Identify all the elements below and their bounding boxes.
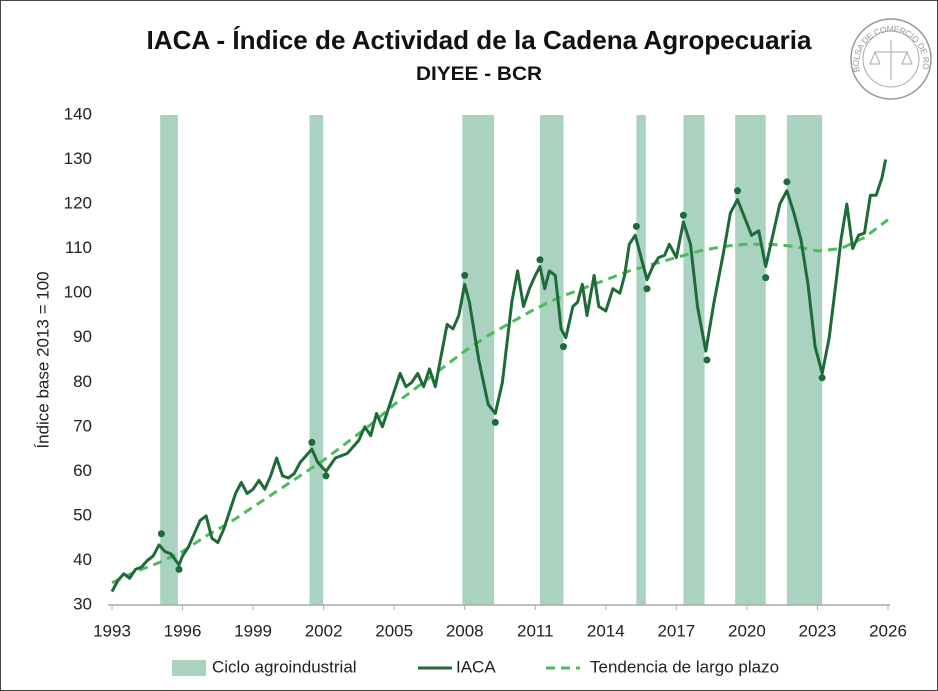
- turning-point: [818, 374, 826, 382]
- y-tick-label: 130: [64, 149, 92, 168]
- turning-point: [559, 343, 567, 351]
- chart-title: IACA - Índice de Actividad de la Cadena …: [147, 25, 813, 55]
- x-tick-label: 2017: [657, 621, 695, 640]
- cycle-band: [160, 115, 178, 605]
- logo-ring: [850, 18, 932, 100]
- logo-scale: [869, 40, 913, 80]
- x-tick-label: 1999: [234, 621, 272, 640]
- turning-point: [536, 256, 544, 264]
- x-tick-label: 2011: [517, 621, 554, 640]
- y-tick-label: 70: [73, 416, 92, 435]
- turning-point: [461, 271, 469, 279]
- turning-point: [632, 222, 640, 230]
- turning-point: [783, 178, 791, 186]
- turning-point: [157, 530, 165, 538]
- y-tick-label: 60: [73, 461, 92, 480]
- turning-point: [762, 274, 770, 282]
- x-tick-label: 1993: [93, 621, 131, 640]
- legend-label: Tendencia de largo plazo: [590, 657, 779, 676]
- cycle-band: [786, 115, 823, 605]
- cycle-band: [539, 115, 564, 605]
- turning-point: [679, 211, 687, 219]
- legend-swatch: [172, 660, 206, 676]
- cycle-band: [683, 115, 705, 605]
- y-tick-label: 120: [64, 194, 92, 213]
- x-tick-label: 2014: [587, 621, 625, 640]
- x-tick-label: 1996: [164, 621, 202, 640]
- y-tick-label: 110: [65, 238, 92, 257]
- y-tick-label: 90: [73, 327, 92, 346]
- x-tick-label: 2026: [869, 621, 907, 640]
- y-tick-label: 140: [64, 104, 92, 123]
- series-line: [110, 159, 888, 593]
- series-line: [111, 218, 889, 585]
- y-tick-label: 80: [73, 372, 92, 391]
- x-tick-label: 2002: [305, 621, 343, 640]
- y-tick-label: 100: [64, 283, 92, 302]
- cycle-band: [309, 115, 324, 605]
- y-axis-label: Índice base 2013 = 100: [33, 271, 52, 448]
- x-tick-label: 2020: [728, 621, 766, 640]
- y-tick-label: 50: [73, 505, 92, 524]
- logo-ring: [862, 30, 920, 88]
- legend-label: Ciclo agroindustrial: [212, 657, 357, 676]
- turning-point: [491, 418, 499, 426]
- y-tick-label: 30: [73, 594, 92, 613]
- y-tick-label: 40: [73, 550, 92, 569]
- turning-point: [643, 285, 651, 293]
- turning-point: [734, 187, 742, 195]
- x-tick-label: 2008: [446, 621, 484, 640]
- chart-subtitle: DIYEE - BCR: [416, 64, 542, 85]
- cycle-band: [735, 115, 766, 605]
- turning-point: [308, 438, 316, 446]
- cycle-band: [636, 115, 646, 605]
- x-tick-label: 2023: [799, 621, 837, 640]
- turning-point: [322, 472, 330, 480]
- legend-label: IACA: [456, 657, 496, 676]
- x-tick-label: 2005: [375, 621, 413, 640]
- turning-point: [175, 565, 183, 573]
- turning-point: [703, 356, 711, 364]
